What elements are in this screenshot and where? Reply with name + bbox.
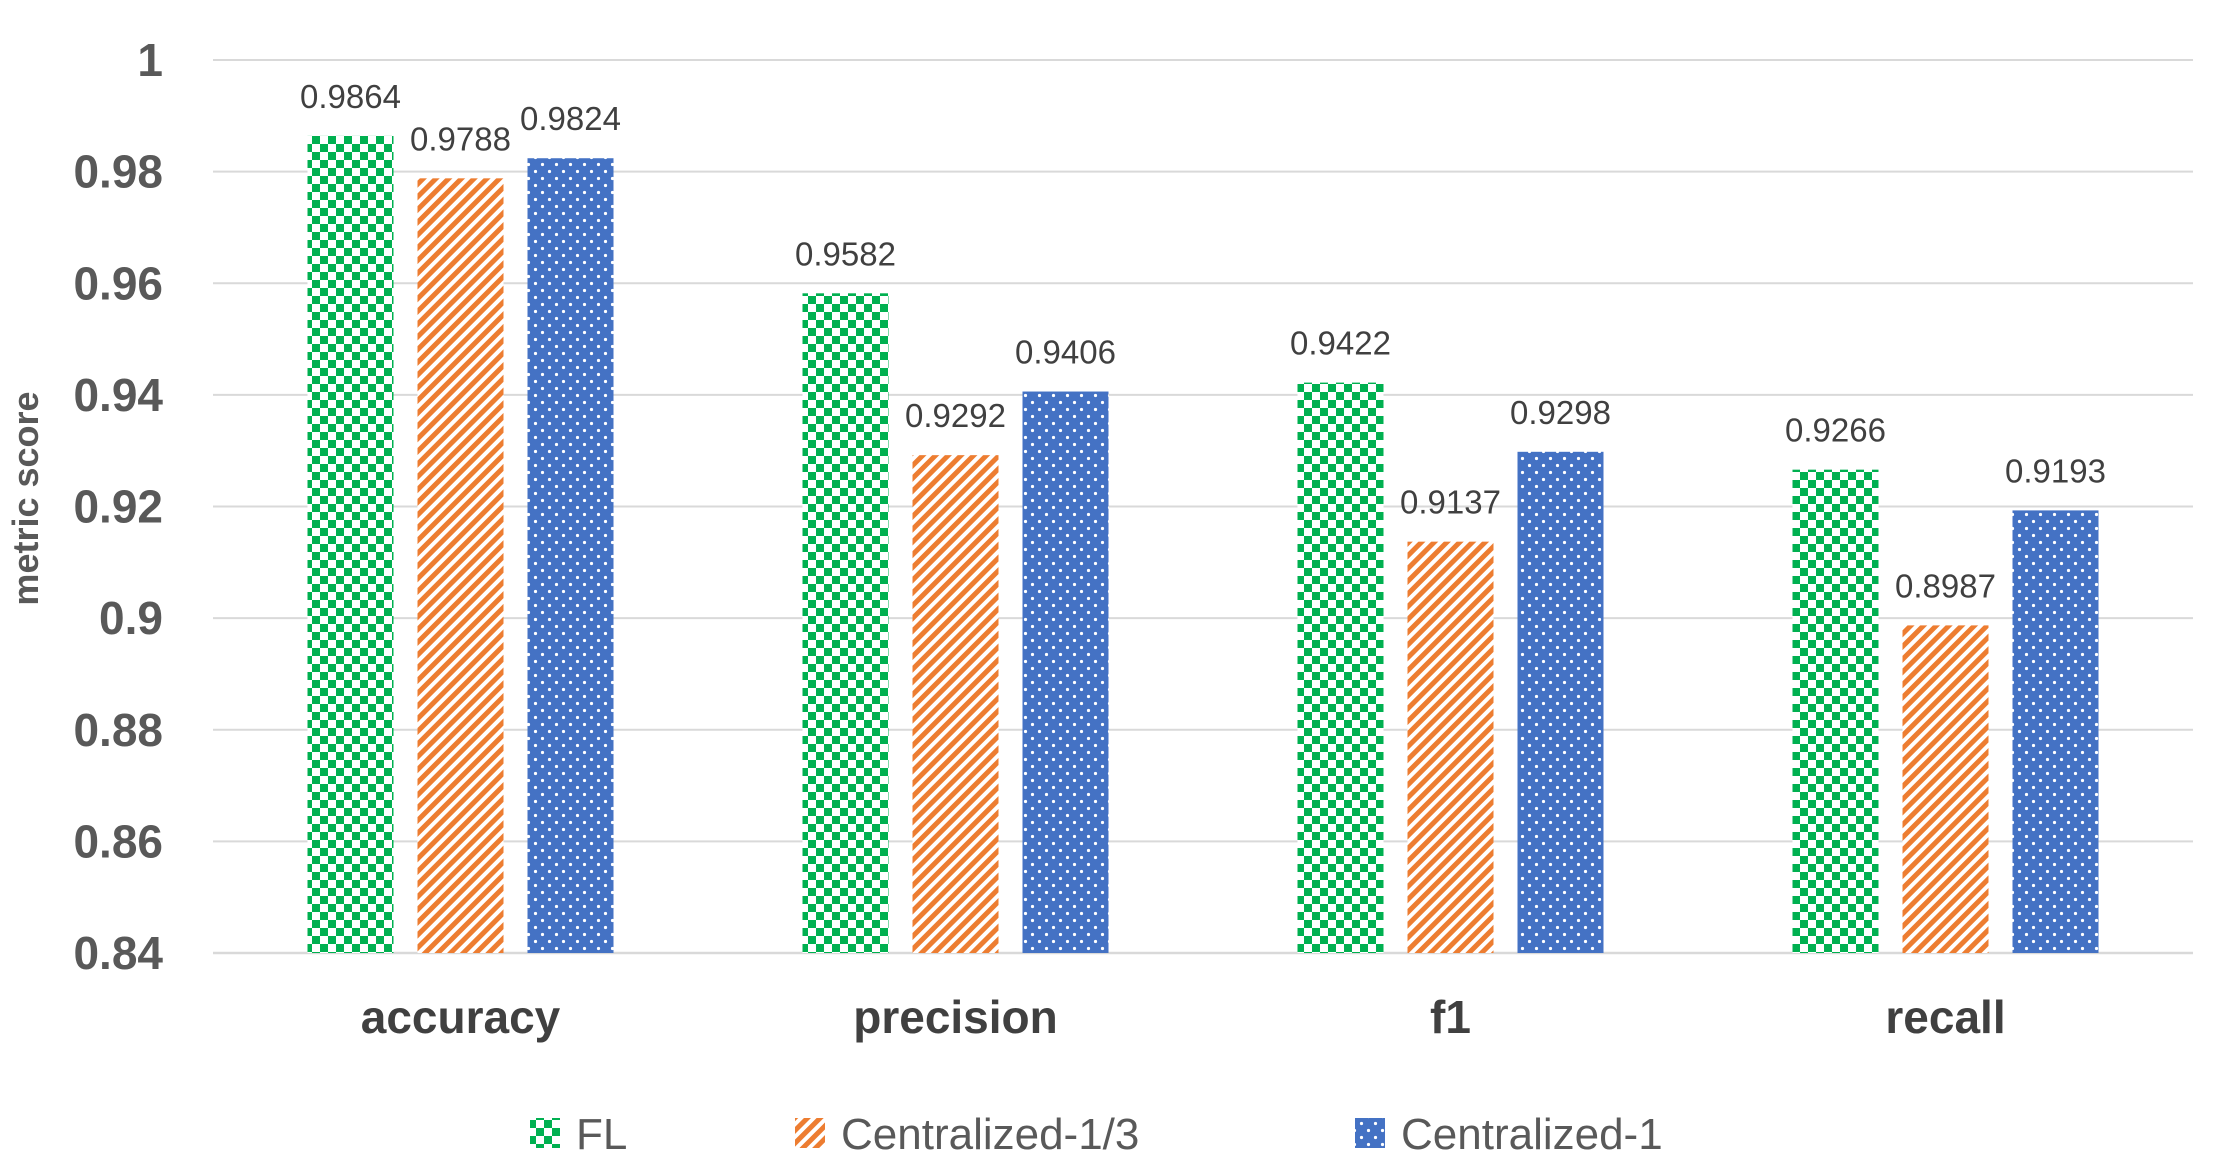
y-tick-label: 0.94 <box>73 369 163 421</box>
legend-label: Centralized-1/3 <box>841 1110 1139 1159</box>
bar-precision-centralized-1-3 <box>912 455 999 953</box>
legend-swatch <box>1355 1118 1385 1148</box>
data-label: 0.9292 <box>905 397 1006 434</box>
y-tick-label: 0.98 <box>73 146 163 198</box>
y-axis-ticks: 0.84 0.86 0.88 0.9 0.92 0.94 0.96 0.98 1 <box>73 34 163 979</box>
gridlines <box>213 59 2193 955</box>
data-label: 0.8987 <box>1895 567 1996 604</box>
x-axis-ticks: accuracy precision f1 recall <box>361 991 2006 1043</box>
y-tick-label: 0.92 <box>73 481 163 533</box>
bar-f1-centralized-1-3 <box>1407 541 1494 953</box>
bar-f1-centralized-1 <box>1517 451 1604 953</box>
bar-precision-centralized-1 <box>1022 391 1109 953</box>
legend-swatch <box>795 1118 825 1148</box>
legend-swatch <box>530 1118 560 1148</box>
bar-recall-centralized-1-3 <box>1902 625 1989 953</box>
data-label: 0.9824 <box>520 100 621 137</box>
legend: FL Centralized-1/3 Centralized-1 <box>530 1110 1663 1159</box>
y-tick-label: 1 <box>137 34 163 86</box>
x-tick-label: f1 <box>1430 991 1471 1043</box>
bar-accuracy-centralized-1-3 <box>417 178 504 953</box>
data-label: 0.9193 <box>2005 452 2106 489</box>
legend-label: Centralized-1 <box>1401 1110 1663 1159</box>
data-label: 0.9298 <box>1510 394 1611 431</box>
bar-recall-fl <box>1792 469 1879 953</box>
bar-accuracy-fl <box>307 135 394 953</box>
data-label: 0.9788 <box>410 120 511 157</box>
data-label: 0.9137 <box>1400 484 1501 521</box>
bar-recall-centralized-1 <box>2012 510 2099 953</box>
bar-f1-fl <box>1297 382 1384 953</box>
y-tick-label: 0.96 <box>73 257 163 309</box>
bars <box>307 135 2099 954</box>
y-tick-label: 0.84 <box>73 927 163 979</box>
y-tick-label: 0.86 <box>73 815 163 867</box>
data-label: 0.9422 <box>1290 325 1391 362</box>
x-tick-label: recall <box>1885 991 2005 1043</box>
legend-label: FL <box>576 1110 627 1159</box>
y-tick-label: 0.9 <box>99 592 163 644</box>
data-label: 0.9864 <box>300 78 401 115</box>
x-tick-label: accuracy <box>361 991 561 1043</box>
y-axis-label: metric score <box>5 391 46 605</box>
x-tick-label: precision <box>853 991 1058 1043</box>
bar-accuracy-centralized-1 <box>527 158 614 954</box>
y-tick-label: 0.88 <box>73 704 163 756</box>
data-label: 0.9582 <box>795 235 896 272</box>
data-label: 0.9406 <box>1015 334 1116 371</box>
bar-precision-fl <box>802 293 889 953</box>
data-label: 0.9266 <box>1785 412 1886 449</box>
